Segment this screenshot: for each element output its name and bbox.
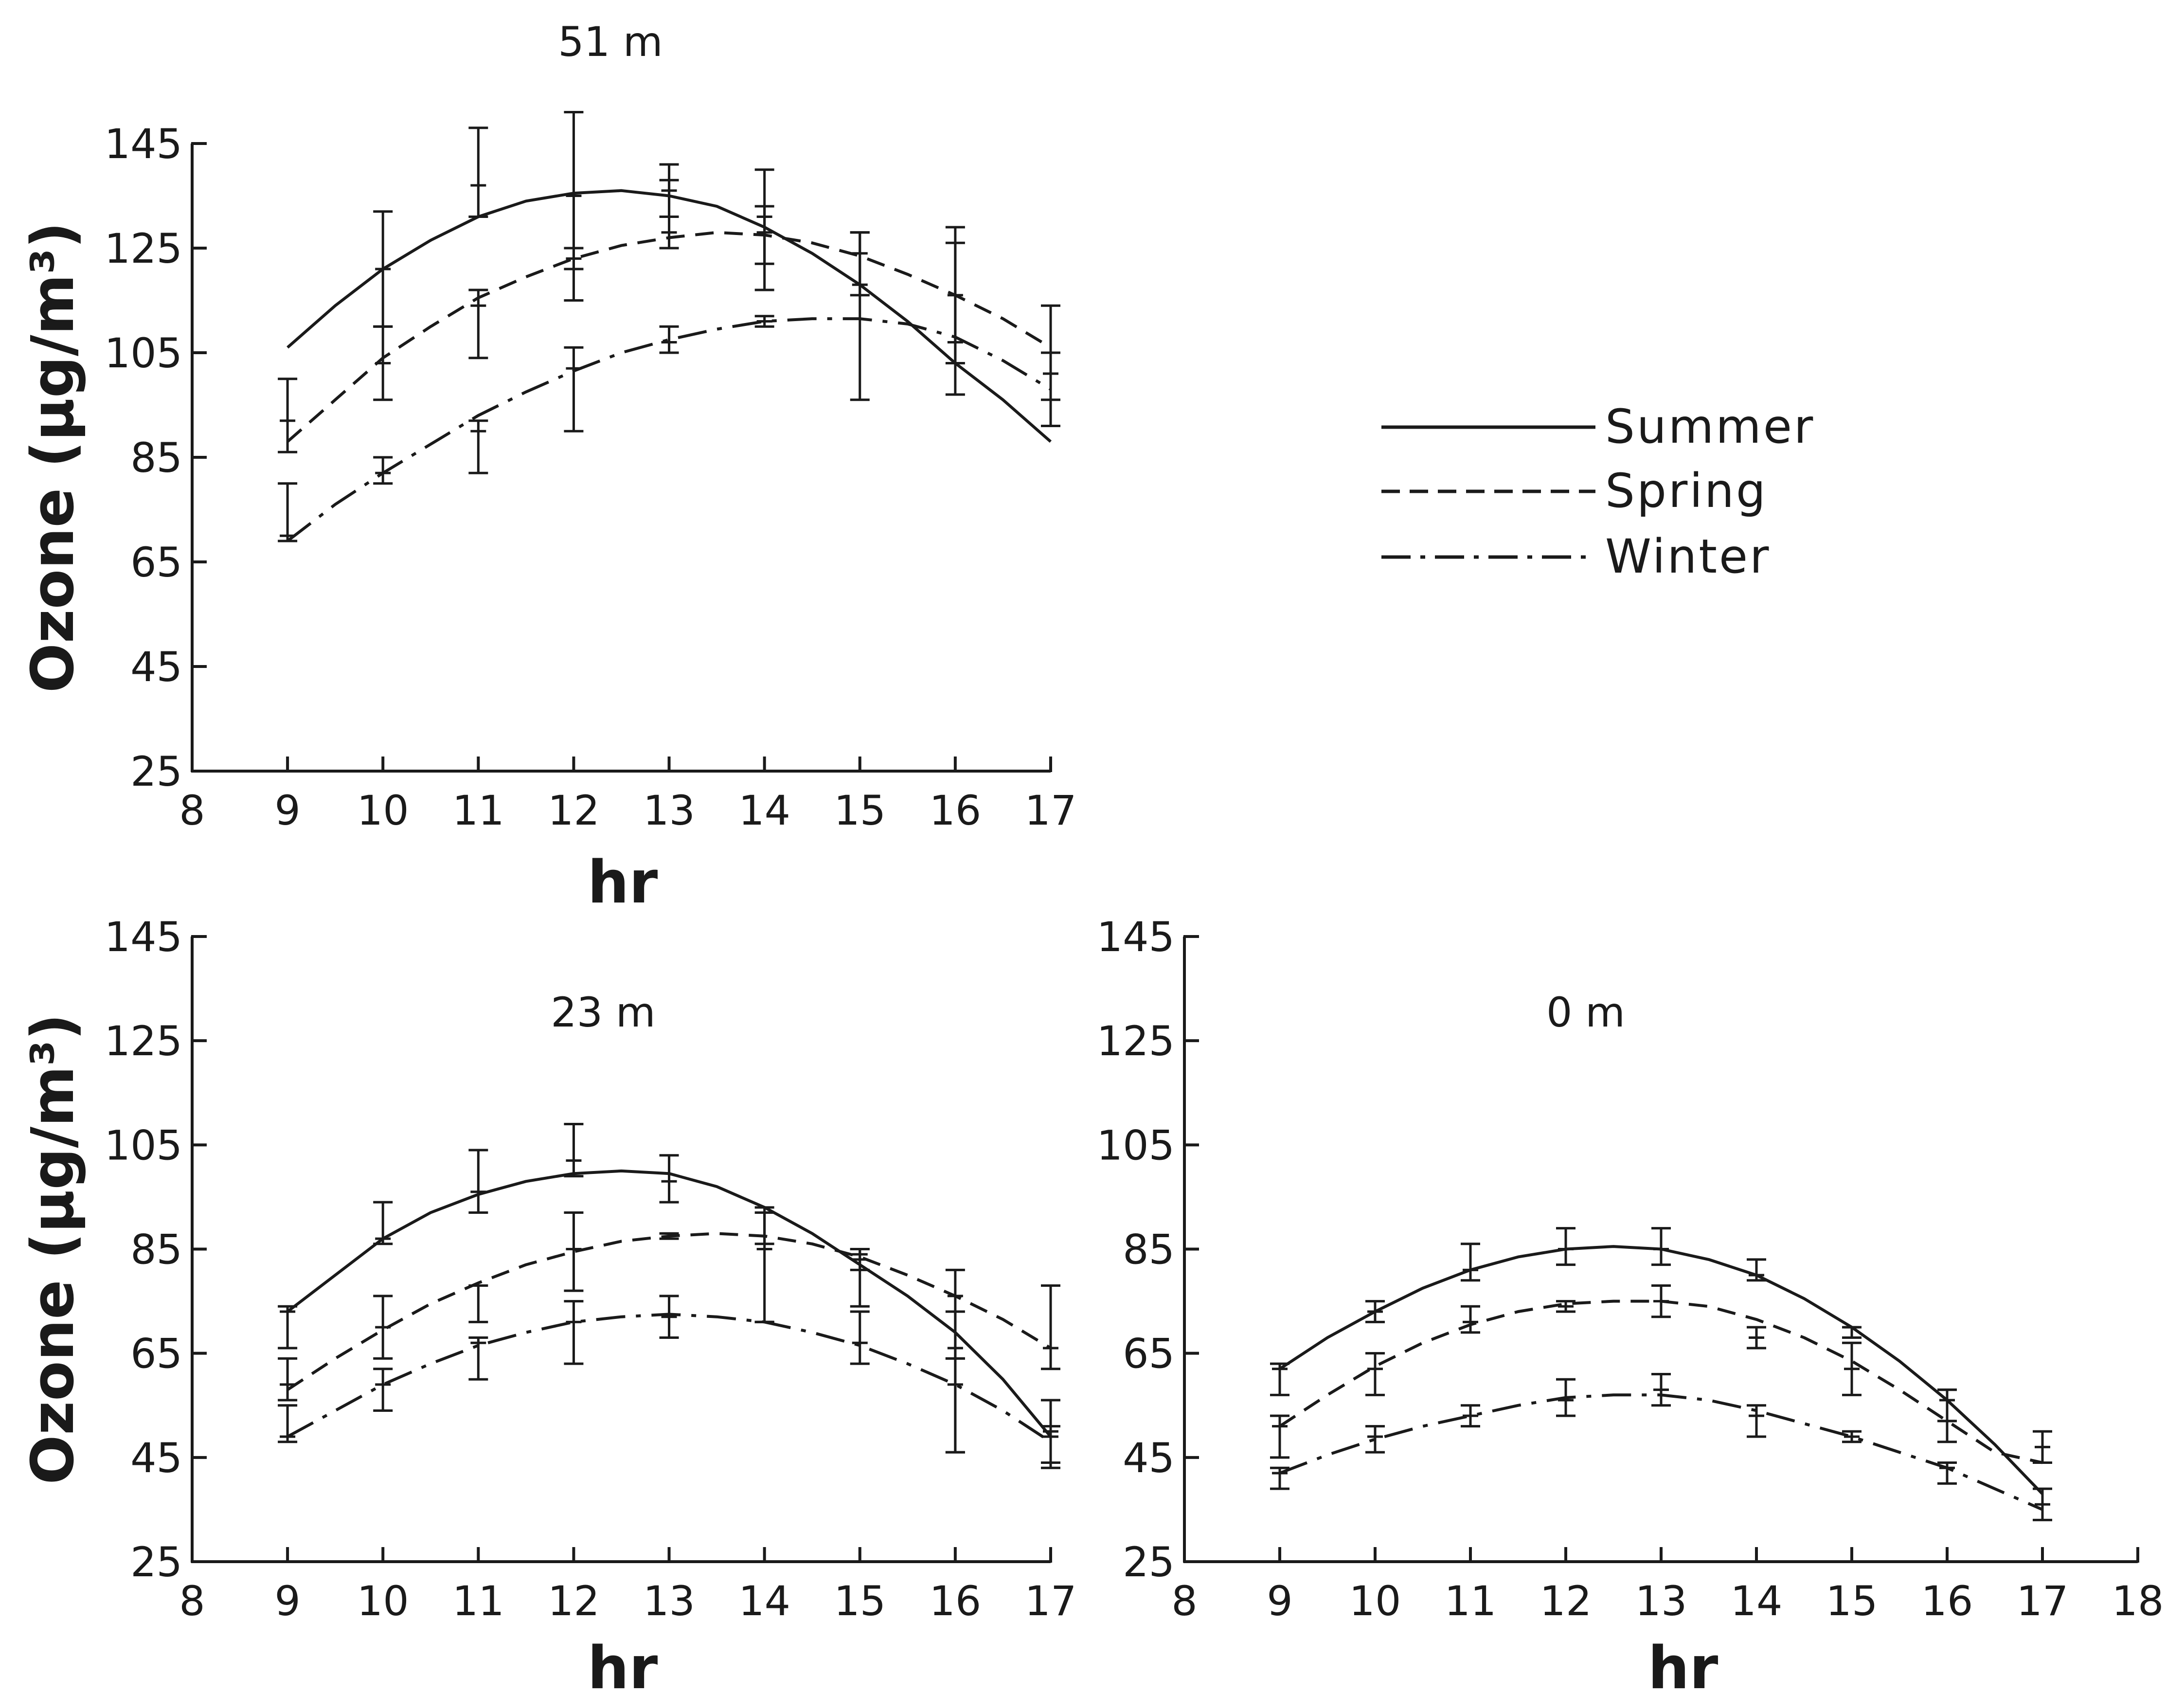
y-tick-label: 105 (105, 1121, 182, 1169)
y-tick-label: 85 (130, 1226, 182, 1274)
y-tick-label: 65 (130, 539, 182, 586)
x-tick-label: 10 (1349, 1577, 1401, 1625)
x-tick-label: 17 (2017, 1577, 2069, 1625)
x-tick-label: 11 (452, 787, 504, 834)
x-tick-label: 8 (179, 1577, 205, 1625)
x-tick-label: 13 (643, 1577, 695, 1625)
series-winter (278, 315, 1052, 542)
x-tick-label: 14 (738, 787, 790, 834)
x-tick-label: 15 (834, 1577, 886, 1625)
x-tick-label: 8 (1171, 1577, 1197, 1625)
y-tick-label: 105 (1097, 1121, 1175, 1169)
x-tick-label: 9 (274, 1577, 300, 1625)
series-spring (278, 179, 1060, 453)
y-tick-label: 45 (1123, 1434, 1175, 1482)
x-tick-label: 16 (1921, 1577, 1973, 1625)
x-tick-label: 9 (1267, 1577, 1292, 1625)
series-winter (278, 1295, 1060, 1464)
x-tick-label: 13 (1635, 1577, 1687, 1625)
x-tick-label: 15 (1826, 1577, 1878, 1625)
panel-title: 23 m (551, 989, 655, 1036)
x-tick-label: 14 (738, 1577, 790, 1625)
legend-label-winter: Winter (1605, 529, 1771, 584)
y-tick-label: 25 (130, 1538, 182, 1586)
chart-panel-0: 25 45 65 85 105 125 145 8 9 10 11 12 13 14 15 16 17 51 m h… (19, 18, 1076, 917)
y-axis-title: Ozone (μg/m³) (19, 222, 87, 693)
x-tick-label: 12 (1540, 1577, 1592, 1625)
y-tick-label: 145 (105, 120, 182, 168)
y-tick-label: 125 (1097, 1017, 1175, 1065)
x-tick-label: 17 (1025, 1577, 1077, 1625)
series-summer (286, 111, 1060, 443)
y-tick-label: 85 (130, 434, 182, 482)
y-tick-label: 65 (1123, 1330, 1175, 1378)
series-spring (1270, 1284, 2052, 1464)
chart-panel-2: 25 45 65 85 105 125 145 8 9 10 11 12 13 14 15 16 17 18 0 m… (1097, 913, 2164, 1694)
chart-panels: 25 45 65 85 105 125 145 8 9 10 11 12 13 14 15 16 17 51 m h… (19, 18, 2164, 1694)
x-axis-title: hr (588, 1635, 658, 1694)
y-tick-label: 25 (130, 748, 182, 795)
legend-label-summer: Summer (1605, 399, 1815, 454)
x-tick-label: 15 (834, 787, 886, 834)
x-axis-title: hr (1648, 1635, 1719, 1694)
x-tick-label: 10 (357, 787, 409, 834)
series-line-winter (1279, 1393, 2043, 1511)
legend: Summer Spring Winter (1381, 399, 1815, 584)
x-tick-label: 8 (179, 787, 205, 834)
panel-title: 0 m (1546, 989, 1625, 1036)
y-tick-label: 105 (105, 329, 182, 377)
x-tick-label: 16 (929, 787, 981, 834)
x-tick-label: 14 (1731, 1577, 1783, 1625)
x-tick-label: 16 (929, 1577, 981, 1625)
legend-label-spring: Spring (1605, 464, 1768, 518)
y-tick-label: 145 (1097, 913, 1175, 961)
series-line-winter (286, 317, 1052, 542)
x-tick-label: 12 (548, 787, 600, 834)
x-tick-label: 12 (548, 1577, 600, 1625)
y-tick-label: 45 (130, 1434, 182, 1482)
y-tick-label: 25 (1123, 1538, 1175, 1586)
y-tick-label: 85 (1123, 1226, 1175, 1274)
x-tick-label: 13 (643, 787, 695, 834)
y-tick-label: 65 (130, 1330, 182, 1378)
x-tick-label: 10 (357, 1577, 409, 1625)
y-tick-label: 145 (105, 913, 182, 961)
series-spring (278, 1211, 1060, 1454)
series-winter (1270, 1373, 2052, 1521)
y-axis-title: Ozone (μg/m³) (19, 1013, 87, 1484)
x-axis-title: hr (588, 849, 658, 917)
y-tick-label: 125 (105, 225, 182, 272)
series-summer (1270, 1227, 2044, 1495)
y-tick-label: 45 (130, 643, 182, 691)
x-tick-label: 17 (1025, 787, 1077, 834)
chart-panel-1: 25 45 65 85 105 125 145 8 9 10 11 12 13 14 15 16 17 23 m h… (19, 913, 1076, 1694)
x-tick-label: 18 (2112, 1577, 2164, 1625)
series-line-summer (1279, 1245, 2044, 1495)
x-tick-label: 11 (1445, 1577, 1497, 1625)
y-tick-label: 125 (105, 1017, 182, 1065)
x-tick-label: 11 (452, 1577, 504, 1625)
x-tick-label: 9 (274, 787, 300, 834)
panel-title: 51 m (558, 18, 662, 66)
